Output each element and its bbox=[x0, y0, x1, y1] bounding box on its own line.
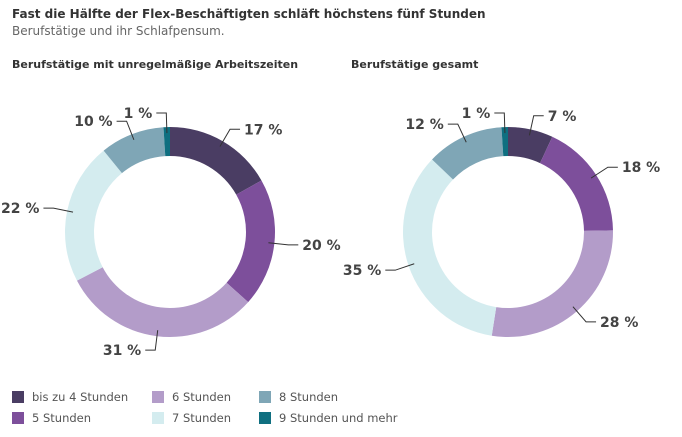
legend-label: 5 Stunden bbox=[32, 411, 92, 425]
donut-slice bbox=[501, 127, 508, 157]
legend-swatch bbox=[12, 391, 24, 403]
legend-label: 8 Stunden bbox=[279, 390, 339, 404]
data-label: 18 % bbox=[622, 160, 660, 176]
leader-line bbox=[385, 263, 415, 271]
leader-line bbox=[494, 112, 506, 134]
leader-line bbox=[116, 120, 135, 140]
data-label: 35 % bbox=[343, 263, 381, 279]
donut-title-total: Berufstätige gesamt bbox=[351, 58, 479, 71]
legend-swatch bbox=[259, 412, 271, 424]
leader-line bbox=[590, 166, 618, 179]
data-label: 7 % bbox=[548, 109, 577, 125]
legend-item: 5 Stunden bbox=[12, 411, 152, 425]
legend-swatch bbox=[152, 391, 164, 403]
chart-title: Fast die Hälfte der Flex-Beschäftigten s… bbox=[12, 7, 486, 21]
legend-swatch bbox=[12, 412, 24, 424]
chart-subtitle: Berufstätige und ihr Schlafpensum. bbox=[12, 24, 225, 38]
legend: bis zu 4 Stunden 6 Stunden 8 Stunden 5 S… bbox=[12, 390, 419, 425]
donut-slice bbox=[432, 127, 504, 180]
donut-slice bbox=[76, 267, 249, 337]
leader-line bbox=[447, 123, 467, 143]
legend-label: 7 Stunden bbox=[172, 411, 232, 425]
donut-slice bbox=[491, 230, 613, 338]
data-label: 1 % bbox=[124, 106, 153, 122]
legend-swatch bbox=[152, 412, 164, 424]
legend-item: 8 Stunden bbox=[259, 390, 419, 404]
data-label: 28 % bbox=[600, 315, 638, 331]
data-label: 22 % bbox=[1, 201, 39, 217]
legend-item: 7 Stunden bbox=[152, 411, 259, 425]
data-label: 20 % bbox=[302, 238, 340, 254]
data-label: 31 % bbox=[103, 343, 141, 359]
legend-label: 9 Stunden und mehr bbox=[279, 411, 398, 425]
donut-slice bbox=[65, 150, 122, 281]
donut-slice bbox=[508, 127, 553, 164]
donut-slice bbox=[540, 136, 613, 231]
leader-line bbox=[268, 242, 299, 246]
leader-line bbox=[145, 330, 159, 351]
legend-label: bis zu 4 Stunden bbox=[32, 390, 129, 404]
legend-swatch bbox=[259, 391, 271, 403]
donut-slice bbox=[403, 159, 497, 336]
leader-line bbox=[43, 207, 74, 213]
leader-line bbox=[219, 128, 241, 147]
donut-slice bbox=[170, 127, 262, 195]
donut-slice bbox=[103, 127, 166, 174]
data-label: 1 % bbox=[462, 106, 491, 122]
donut-title-irregular: Berufstätige mit unregelmäßige Arbeitsze… bbox=[12, 58, 299, 71]
leader-line bbox=[528, 115, 544, 136]
legend-item: 6 Stunden bbox=[152, 390, 259, 404]
data-label: 17 % bbox=[244, 122, 282, 138]
legend-item: bis zu 4 Stunden bbox=[12, 390, 152, 404]
data-label: 12 % bbox=[405, 117, 443, 133]
leader-line bbox=[572, 306, 597, 323]
leader-line bbox=[156, 112, 168, 134]
donut-slice bbox=[226, 180, 276, 303]
donut-slice bbox=[163, 127, 170, 157]
legend-label: 6 Stunden bbox=[172, 390, 232, 404]
legend-item: 9 Stunden und mehr bbox=[259, 411, 419, 425]
data-label: 10 % bbox=[74, 114, 112, 130]
